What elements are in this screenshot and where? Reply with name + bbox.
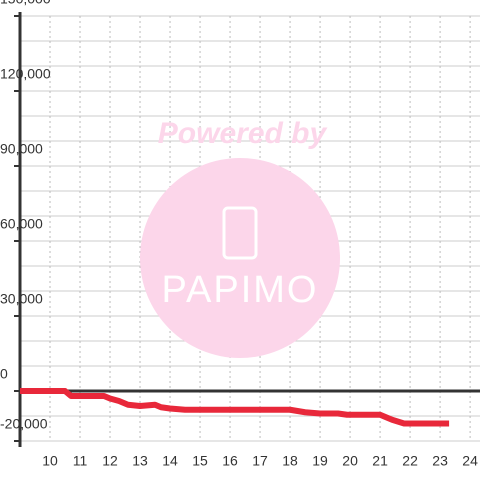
x-tick-label: 12 <box>102 453 118 469</box>
y-tick-label: 120,000 <box>0 66 51 82</box>
grid <box>20 15 480 442</box>
watermark-logo: PAPIMO <box>162 269 319 311</box>
watermark-icon <box>222 206 258 260</box>
y-tick-label: -20,000 <box>0 416 48 432</box>
x-tick-label: 21 <box>372 453 388 469</box>
watermark-text: Powered by <box>158 117 328 150</box>
x-tick-label: 23 <box>432 453 448 469</box>
x-tick-label: 16 <box>222 453 238 469</box>
x-tick-label: 10 <box>42 453 58 469</box>
x-tick-label: 18 <box>282 453 298 469</box>
watermark: Powered by PAPIMO <box>140 117 340 358</box>
data-line <box>20 388 450 427</box>
x-tick-label: 15 <box>192 453 208 469</box>
y-tick-label: 0 <box>0 366 8 382</box>
x-tick-label: 11 <box>73 453 88 469</box>
x-tick-label: 22 <box>402 453 418 469</box>
x-tick-label: 24 <box>462 453 478 469</box>
y-tick-label: 150,000 <box>0 0 51 7</box>
x-tick-label: 14 <box>162 453 178 469</box>
y-tick-label: 90,000 <box>0 141 43 157</box>
x-tick-label: 13 <box>132 453 148 469</box>
x-tick-label: 19 <box>312 453 328 469</box>
x-tick-label: 20 <box>342 453 358 469</box>
y-tick-label: 30,000 <box>0 291 43 307</box>
y-tick-label: 60,000 <box>0 216 43 232</box>
x-tick-label: 17 <box>252 453 268 469</box>
